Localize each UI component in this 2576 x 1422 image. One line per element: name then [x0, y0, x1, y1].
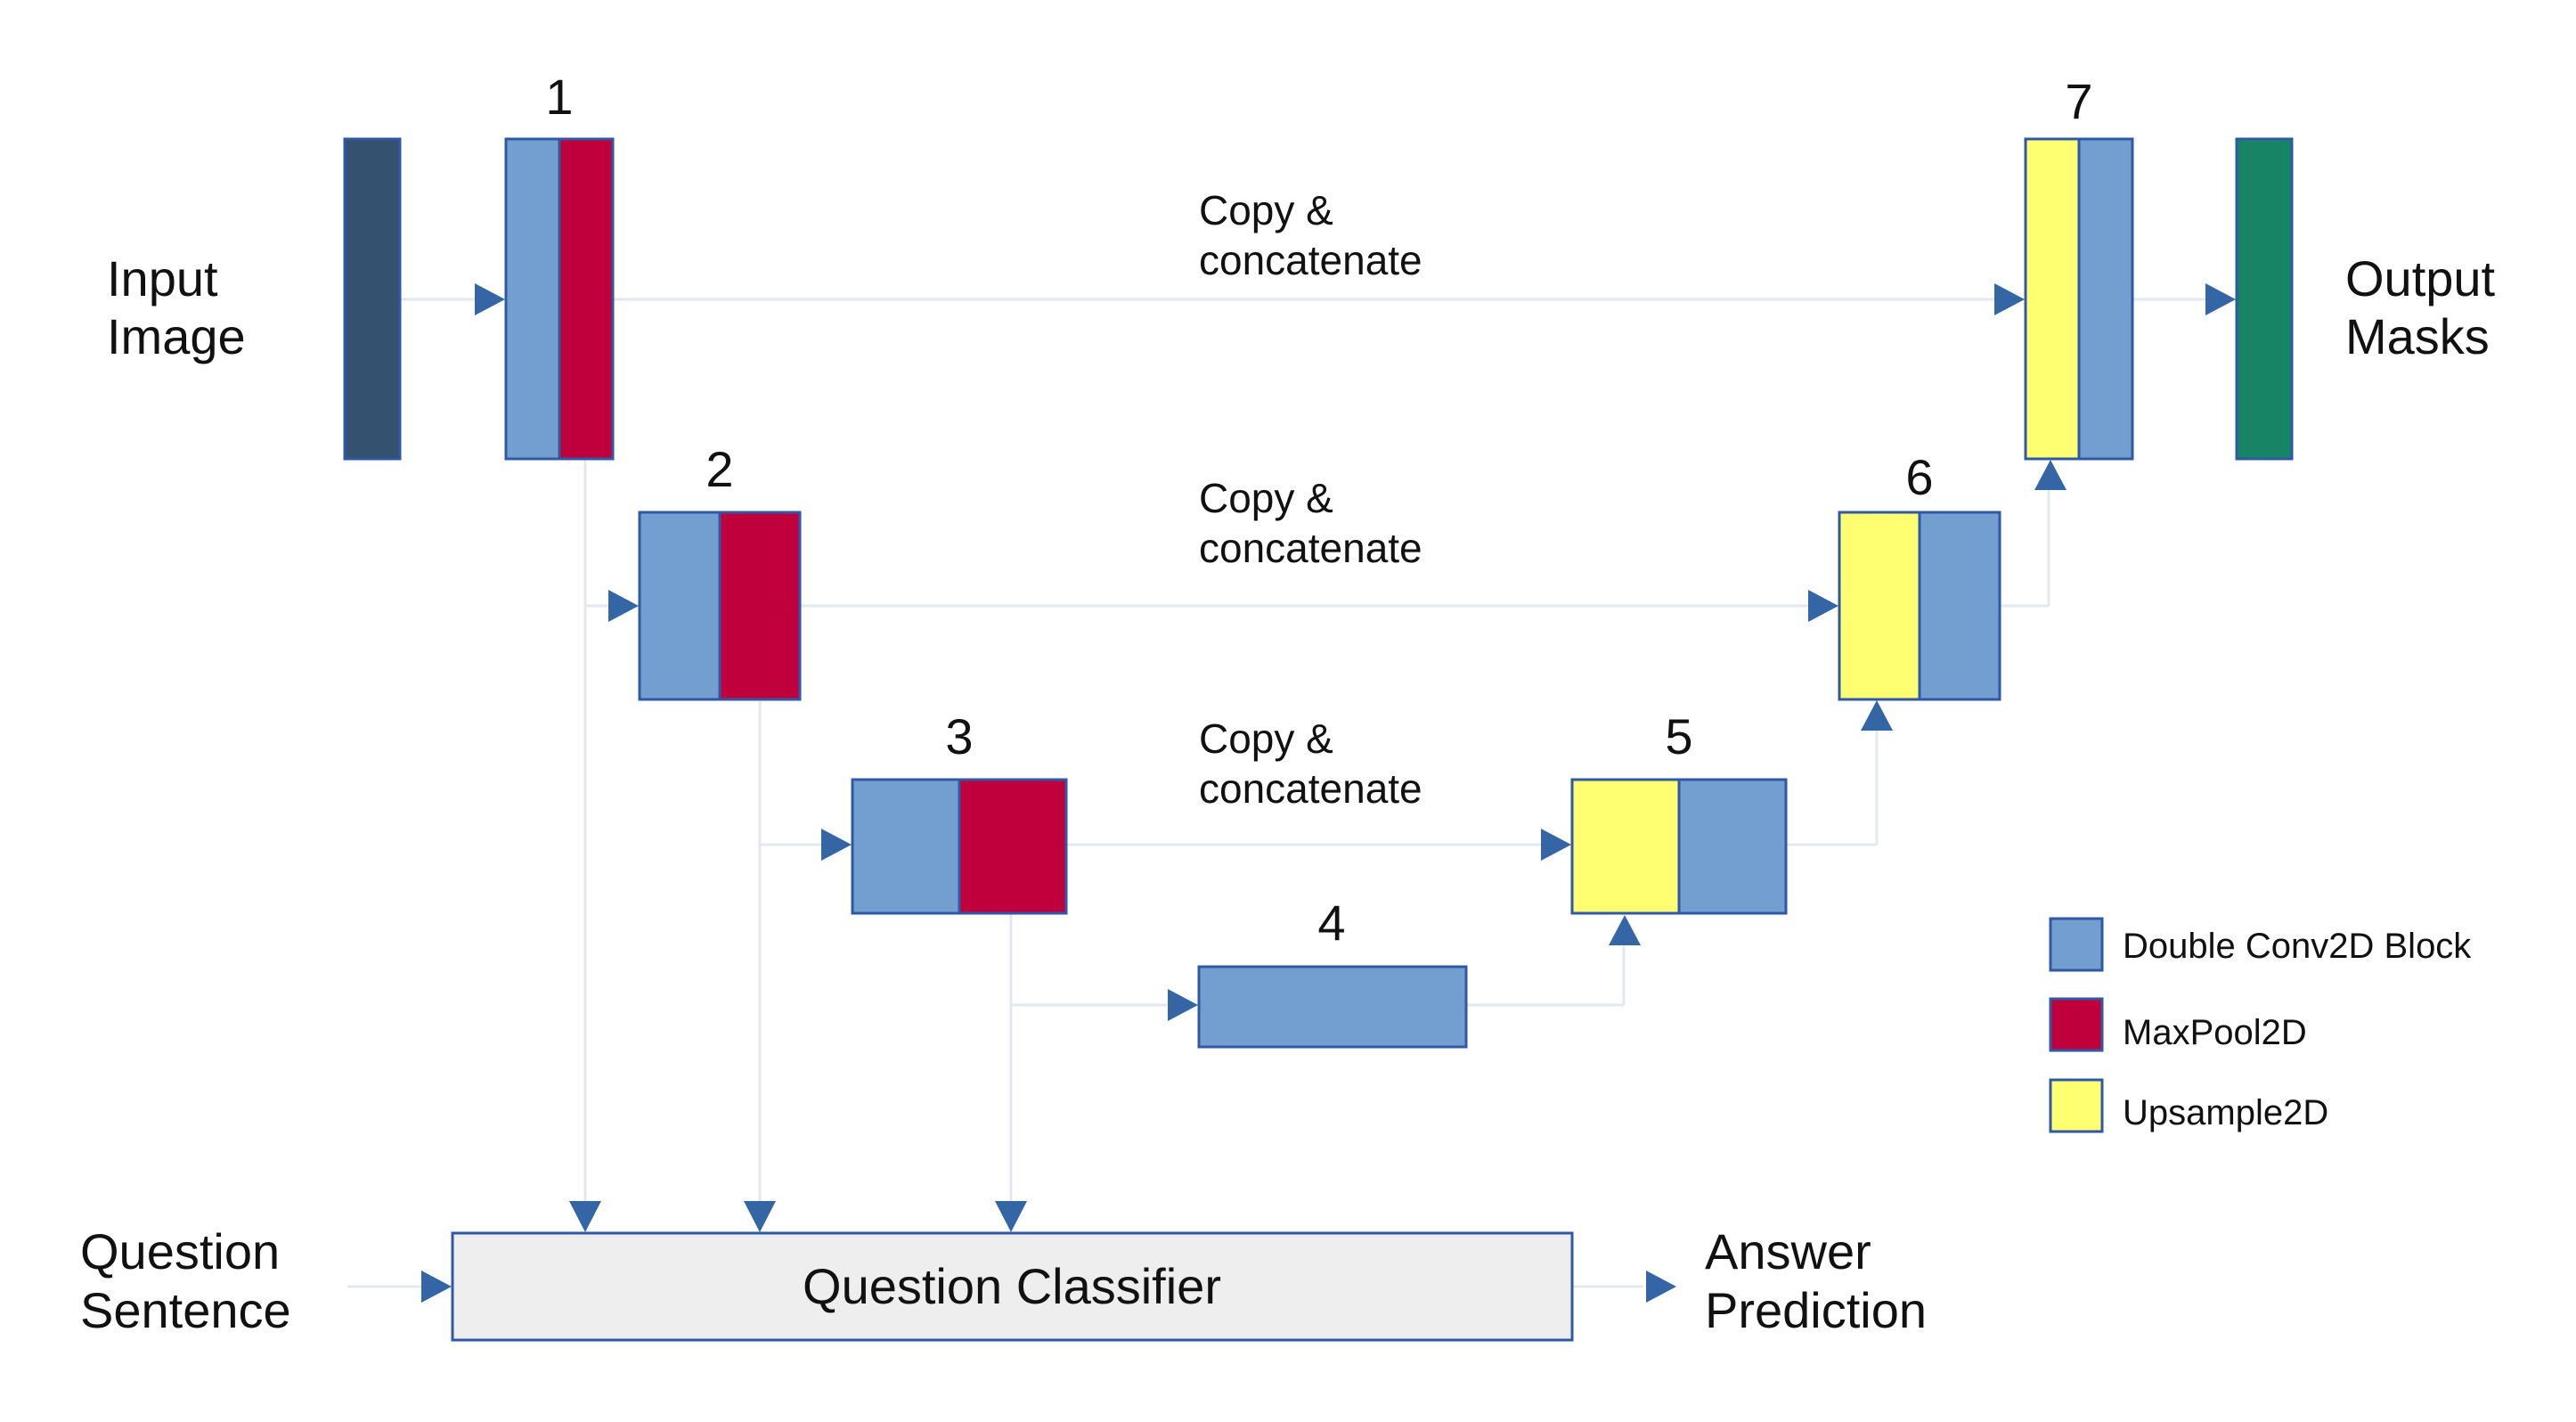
upsample-block: [1570, 778, 1681, 915]
answer-label-line-1: Answer: [1705, 1223, 1871, 1279]
arrow-right: [421, 1271, 452, 1303]
decoder-block-6: [1838, 511, 2001, 701]
legend-label-maxpool: MaxPool2D: [2123, 1013, 2307, 1052]
output-label-line-2: Masks: [2345, 308, 2490, 364]
answer-label-line-2: Prediction: [1705, 1282, 1927, 1338]
question-classifier-box: [451, 1231, 1574, 1342]
output-masks-block: [2235, 137, 2294, 461]
block-number-6: 6: [1905, 449, 1933, 505]
block-number-7: 7: [2065, 73, 2092, 129]
block-number-2: 2: [705, 441, 733, 497]
decoder-block-5: [1570, 778, 1788, 915]
encoder-block-3: [851, 778, 1068, 915]
input-image-block: [343, 137, 402, 461]
conv-block: [851, 778, 961, 915]
legend-label-upsample: Upsample2D: [2123, 1093, 2328, 1132]
block-number-4: 4: [1317, 895, 1345, 951]
bottleneck-block-4: [1197, 965, 1468, 1049]
arrow-right: [608, 590, 639, 622]
input-label-line-1: Input: [107, 250, 218, 306]
arrow-right: [1808, 590, 1838, 622]
output-label-line-1: Output: [2345, 250, 2496, 306]
arrow-right: [2205, 283, 2236, 315]
conv-block: [1677, 778, 1788, 915]
arrow-down: [995, 1201, 1027, 1232]
copy-label-2-line-1: Copy &: [1199, 475, 1333, 521]
copy-label-2-line-2: concatenate: [1199, 525, 1423, 571]
arrow-right: [1994, 283, 2025, 315]
question-label-line-1: Question: [80, 1223, 280, 1279]
copy-label-1-line-2: concatenate: [1199, 237, 1423, 283]
block-number-1: 1: [545, 69, 573, 125]
maxpool-block: [718, 511, 802, 701]
conv-block: [504, 137, 561, 461]
arrow-down: [744, 1201, 776, 1232]
legend-swatch-upsample: [2049, 1078, 2104, 1133]
arrow-right: [1646, 1271, 1676, 1303]
upsample-block: [2024, 137, 2081, 461]
connectors: [347, 298, 2209, 1288]
legend-swatch-conv: [2049, 917, 2104, 972]
conv-block: [2077, 137, 2134, 461]
encoder-block-1: [504, 137, 615, 461]
arrowheads: [421, 283, 2236, 1303]
arrow-right: [821, 829, 852, 861]
legend-swatch-maxpool: [2049, 997, 2104, 1052]
arrow-up: [1861, 700, 1893, 731]
arrow-down: [569, 1201, 601, 1232]
legend: Double Conv2D Block MaxPool2D Upsample2D: [2049, 917, 2472, 1133]
question-label-line-2: Sentence: [80, 1282, 291, 1338]
copy-label-1-line-1: Copy &: [1199, 187, 1333, 233]
block-number-3: 3: [945, 708, 973, 764]
conv-block: [638, 511, 721, 701]
copy-label-3-line-1: Copy &: [1199, 715, 1333, 762]
arrow-right: [1168, 989, 1198, 1021]
input-label-line-2: Image: [107, 308, 246, 364]
conv-block: [1918, 511, 2001, 701]
copy-label-3-line-2: concatenate: [1199, 765, 1423, 812]
arrow-up: [2034, 460, 2067, 490]
encoder-block-2: [638, 511, 802, 701]
block-number-5: 5: [1665, 708, 1692, 764]
arrow-up: [1609, 915, 1641, 945]
upsample-block: [1838, 511, 1921, 701]
legend-label-conv: Double Conv2D Block: [2123, 927, 2472, 966]
maxpool-block: [558, 137, 615, 461]
arrow-right: [475, 283, 505, 315]
decoder-block-7: [2024, 137, 2134, 461]
arrow-right: [1541, 829, 1571, 861]
maxpool-block: [958, 778, 1068, 915]
question-classifier-label: Question Classifier: [803, 1258, 1221, 1314]
